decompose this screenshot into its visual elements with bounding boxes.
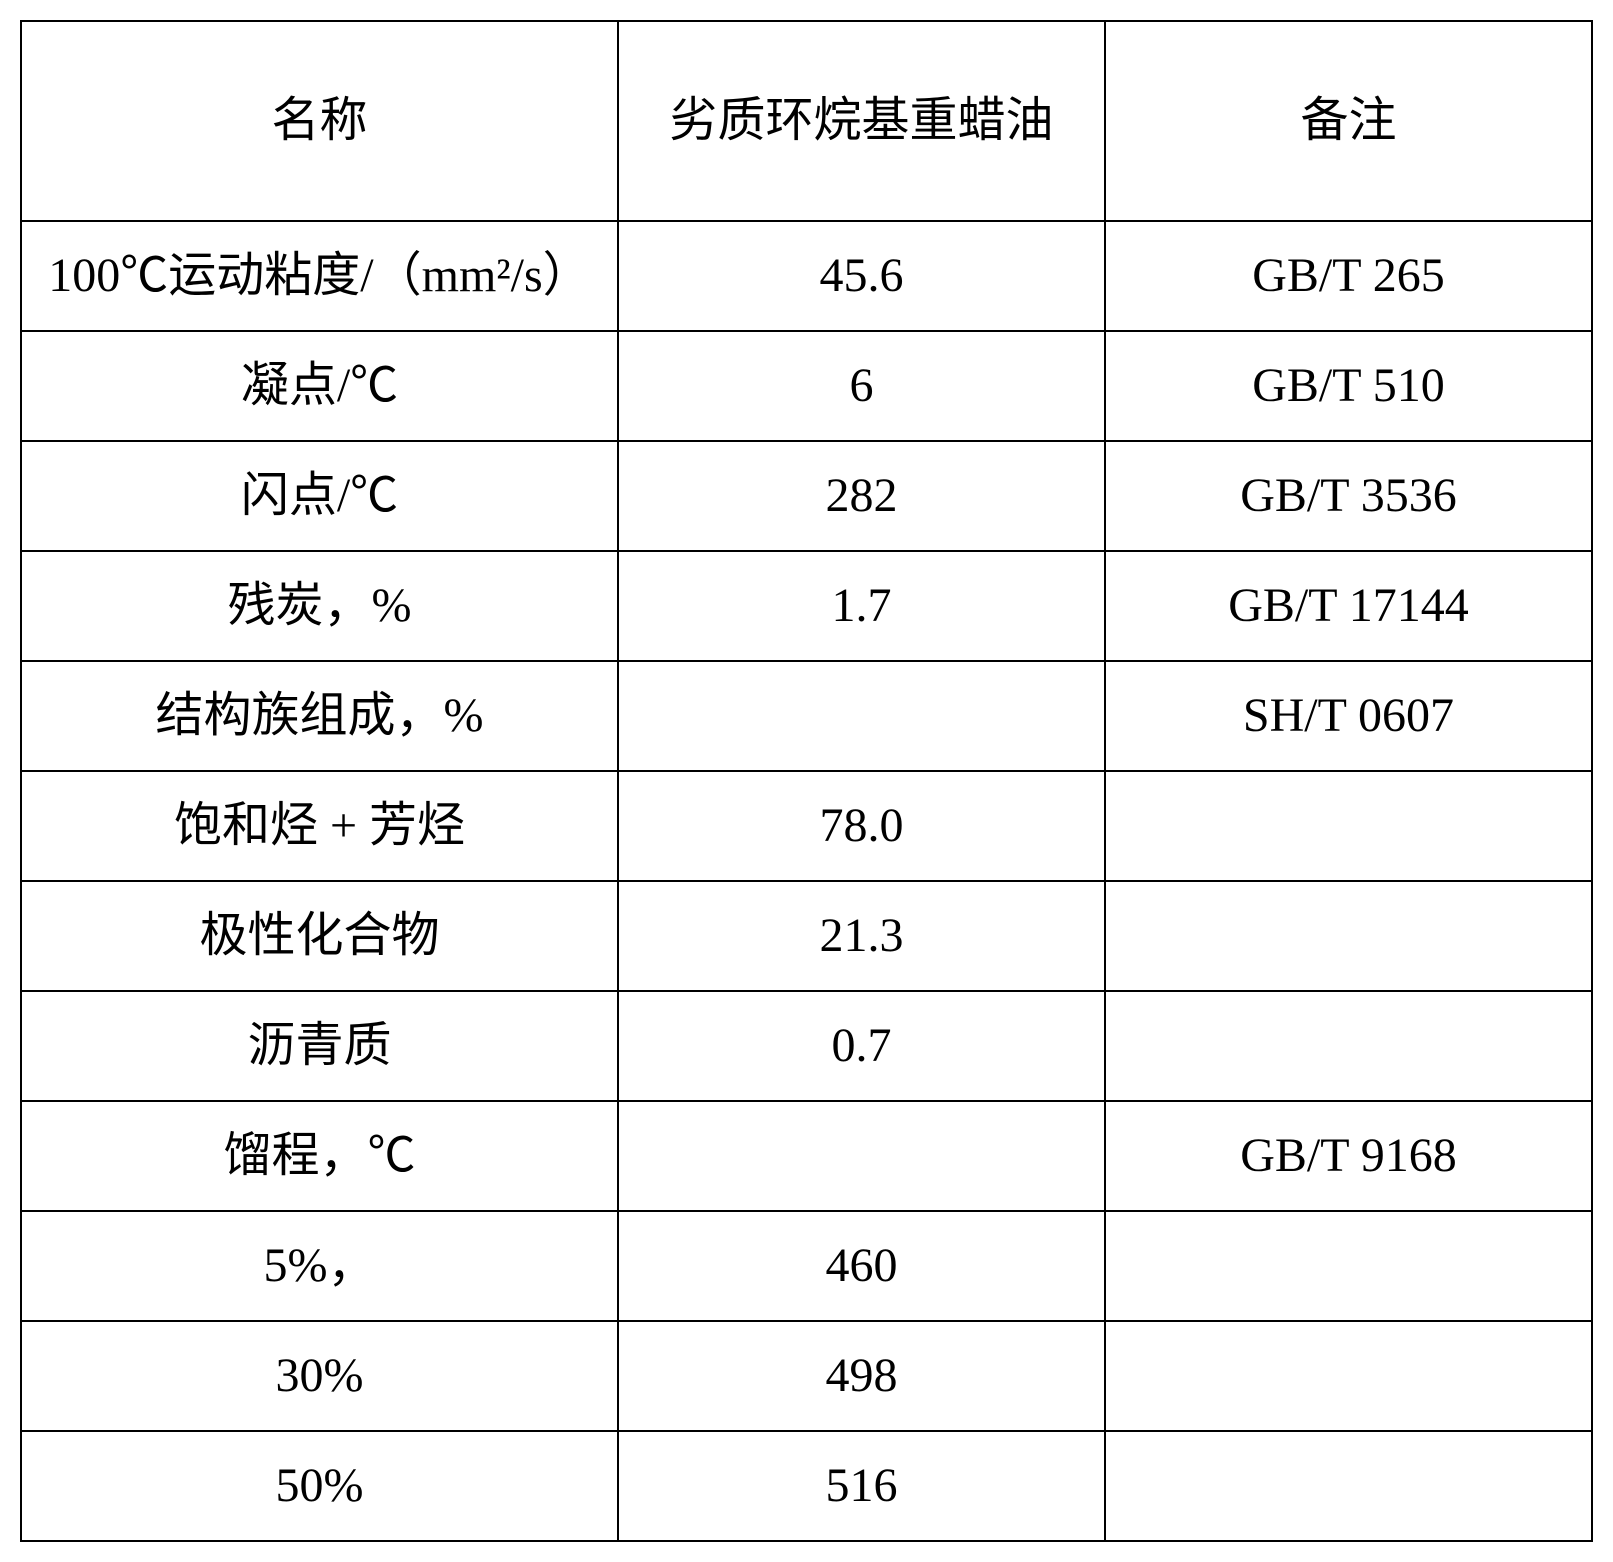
- cell-name: 30%: [21, 1321, 618, 1431]
- table-row: 馏程，℃ GB/T 9168: [21, 1101, 1592, 1211]
- cell-value: 78.0: [618, 771, 1105, 881]
- cell-name: 100℃运动粘度/（mm²/s）: [21, 221, 618, 331]
- cell-name: 5%，: [21, 1211, 618, 1321]
- cell-note: [1105, 1431, 1592, 1541]
- table-row: 极性化合物 21.3: [21, 881, 1592, 991]
- cell-value: [618, 1101, 1105, 1211]
- cell-note: GB/T 3536: [1105, 441, 1592, 551]
- header-name: 名称: [21, 21, 618, 221]
- table-row: 5%， 460: [21, 1211, 1592, 1321]
- cell-value: 282: [618, 441, 1105, 551]
- cell-name: 50%: [21, 1431, 618, 1541]
- cell-note: [1105, 771, 1592, 881]
- cell-name: 结构族组成，%: [21, 661, 618, 771]
- cell-note: GB/T 510: [1105, 331, 1592, 441]
- cell-note: GB/T 9168: [1105, 1101, 1592, 1211]
- cell-value: 516: [618, 1431, 1105, 1541]
- cell-name: 残炭，%: [21, 551, 618, 661]
- table-row: 50% 516: [21, 1431, 1592, 1541]
- table-row: 100℃运动粘度/（mm²/s） 45.6 GB/T 265: [21, 221, 1592, 331]
- cell-note: GB/T 17144: [1105, 551, 1592, 661]
- table-row: 结构族组成，% SH/T 0607: [21, 661, 1592, 771]
- table-container: 名称 劣质环烷基重蜡油 备注 100℃运动粘度/（mm²/s） 45.6 GB/…: [20, 20, 1593, 1542]
- cell-note: GB/T 265: [1105, 221, 1592, 331]
- table-row: 闪点/℃ 282 GB/T 3536: [21, 441, 1592, 551]
- cell-note: [1105, 1321, 1592, 1431]
- cell-name: 沥青质: [21, 991, 618, 1101]
- cell-note: [1105, 881, 1592, 991]
- cell-value: 6: [618, 331, 1105, 441]
- cell-name: 馏程，℃: [21, 1101, 618, 1211]
- cell-value: 45.6: [618, 221, 1105, 331]
- table-row: 凝点/℃ 6 GB/T 510: [21, 331, 1592, 441]
- cell-name: 凝点/℃: [21, 331, 618, 441]
- cell-note: [1105, 1211, 1592, 1321]
- cell-name: 闪点/℃: [21, 441, 618, 551]
- table-row: 沥青质 0.7: [21, 991, 1592, 1101]
- cell-note: [1105, 991, 1592, 1101]
- cell-note: SH/T 0607: [1105, 661, 1592, 771]
- table-header-row: 名称 劣质环烷基重蜡油 备注: [21, 21, 1592, 221]
- properties-table: 名称 劣质环烷基重蜡油 备注 100℃运动粘度/（mm²/s） 45.6 GB/…: [20, 20, 1593, 1542]
- table-row: 残炭，% 1.7 GB/T 17144: [21, 551, 1592, 661]
- cell-value: 0.7: [618, 991, 1105, 1101]
- cell-value: 21.3: [618, 881, 1105, 991]
- cell-value: 1.7: [618, 551, 1105, 661]
- header-value: 劣质环烷基重蜡油: [618, 21, 1105, 221]
- cell-value: 460: [618, 1211, 1105, 1321]
- cell-value: 498: [618, 1321, 1105, 1431]
- table-row: 30% 498: [21, 1321, 1592, 1431]
- cell-value: [618, 661, 1105, 771]
- table-row: 饱和烃 + 芳烃 78.0: [21, 771, 1592, 881]
- cell-name: 饱和烃 + 芳烃: [21, 771, 618, 881]
- cell-name: 极性化合物: [21, 881, 618, 991]
- header-note: 备注: [1105, 21, 1592, 221]
